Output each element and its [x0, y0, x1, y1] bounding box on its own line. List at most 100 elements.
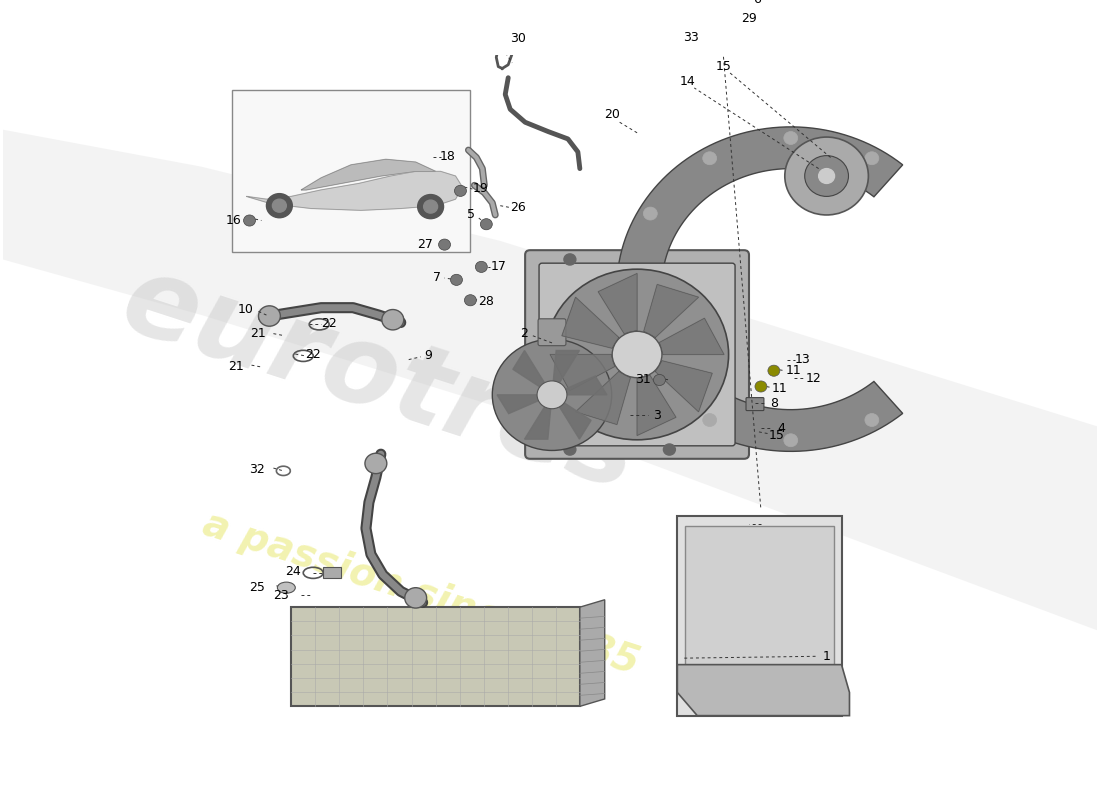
- FancyBboxPatch shape: [525, 250, 749, 459]
- Text: 29: 29: [741, 12, 757, 25]
- Circle shape: [818, 169, 835, 183]
- Text: 2: 2: [520, 327, 528, 340]
- FancyBboxPatch shape: [538, 318, 565, 346]
- Text: 15: 15: [769, 429, 784, 442]
- Polygon shape: [513, 350, 544, 387]
- Text: 27: 27: [417, 238, 432, 251]
- FancyBboxPatch shape: [685, 526, 834, 665]
- Text: 1: 1: [823, 650, 830, 662]
- Text: 22: 22: [306, 349, 321, 362]
- Circle shape: [481, 218, 493, 230]
- Text: 15: 15: [715, 60, 732, 73]
- Text: 7: 7: [432, 270, 441, 283]
- Polygon shape: [644, 285, 698, 338]
- Text: 4: 4: [777, 422, 784, 434]
- Circle shape: [663, 444, 675, 455]
- Polygon shape: [246, 171, 462, 210]
- Text: 24: 24: [286, 566, 301, 578]
- Text: 11: 11: [785, 364, 802, 378]
- Text: 25: 25: [250, 581, 265, 594]
- Polygon shape: [564, 376, 607, 395]
- Text: 26: 26: [510, 201, 526, 214]
- Text: 21: 21: [228, 359, 243, 373]
- Polygon shape: [637, 375, 676, 435]
- Polygon shape: [617, 127, 903, 451]
- FancyBboxPatch shape: [539, 263, 735, 446]
- Text: 8: 8: [770, 397, 778, 410]
- Text: 21: 21: [250, 327, 265, 340]
- Circle shape: [644, 207, 658, 220]
- Circle shape: [805, 156, 848, 197]
- Circle shape: [703, 414, 717, 426]
- Polygon shape: [525, 406, 551, 439]
- Text: 5: 5: [468, 209, 475, 222]
- Text: 14: 14: [680, 75, 695, 88]
- FancyBboxPatch shape: [746, 398, 763, 410]
- Polygon shape: [3, 130, 1097, 630]
- Polygon shape: [559, 402, 591, 439]
- Circle shape: [243, 215, 255, 226]
- Text: 20: 20: [604, 108, 619, 122]
- Text: 22: 22: [321, 317, 337, 330]
- Text: 32: 32: [249, 463, 264, 477]
- Circle shape: [454, 186, 466, 197]
- Circle shape: [451, 274, 462, 286]
- Text: 23: 23: [274, 589, 289, 602]
- Polygon shape: [553, 350, 580, 383]
- Circle shape: [475, 262, 487, 273]
- Circle shape: [546, 269, 728, 440]
- Text: 28: 28: [478, 294, 494, 308]
- Circle shape: [564, 444, 576, 455]
- Text: 18: 18: [440, 150, 455, 163]
- Polygon shape: [292, 607, 580, 706]
- Circle shape: [784, 137, 868, 215]
- Polygon shape: [497, 395, 539, 414]
- Circle shape: [703, 152, 717, 165]
- Text: a passion since 1985: a passion since 1985: [198, 505, 644, 682]
- Ellipse shape: [277, 582, 295, 594]
- FancyBboxPatch shape: [678, 516, 842, 716]
- Text: 11: 11: [772, 382, 788, 395]
- Text: 17: 17: [491, 260, 506, 274]
- Text: 6: 6: [754, 0, 761, 6]
- Polygon shape: [660, 318, 724, 354]
- Circle shape: [537, 381, 566, 409]
- Circle shape: [621, 282, 636, 296]
- Circle shape: [258, 306, 280, 326]
- Circle shape: [439, 239, 451, 250]
- Text: 13: 13: [795, 353, 811, 366]
- Polygon shape: [550, 354, 615, 390]
- Circle shape: [784, 131, 798, 145]
- Text: 33: 33: [683, 31, 700, 44]
- Circle shape: [493, 339, 612, 450]
- Polygon shape: [598, 274, 637, 334]
- Circle shape: [755, 381, 767, 392]
- Polygon shape: [656, 361, 712, 412]
- Circle shape: [464, 294, 476, 306]
- Text: 19: 19: [473, 182, 488, 194]
- Text: 31: 31: [635, 373, 650, 386]
- Circle shape: [865, 414, 879, 426]
- Text: 30: 30: [510, 32, 526, 46]
- Circle shape: [365, 454, 387, 474]
- Polygon shape: [562, 297, 619, 348]
- Circle shape: [382, 310, 404, 330]
- Circle shape: [266, 194, 293, 218]
- Circle shape: [564, 254, 576, 265]
- Text: 3: 3: [653, 409, 661, 422]
- Text: eurotres: eurotres: [110, 246, 652, 514]
- Circle shape: [768, 365, 780, 376]
- Text: 10: 10: [238, 303, 253, 316]
- FancyBboxPatch shape: [232, 90, 471, 252]
- Polygon shape: [575, 371, 630, 425]
- Circle shape: [424, 200, 438, 213]
- Circle shape: [784, 434, 798, 446]
- Text: 9: 9: [425, 350, 432, 362]
- Circle shape: [405, 588, 427, 608]
- Circle shape: [644, 358, 658, 371]
- Polygon shape: [580, 600, 605, 706]
- Circle shape: [613, 331, 662, 378]
- Circle shape: [273, 199, 286, 212]
- Text: 16: 16: [226, 214, 242, 227]
- FancyBboxPatch shape: [323, 567, 341, 578]
